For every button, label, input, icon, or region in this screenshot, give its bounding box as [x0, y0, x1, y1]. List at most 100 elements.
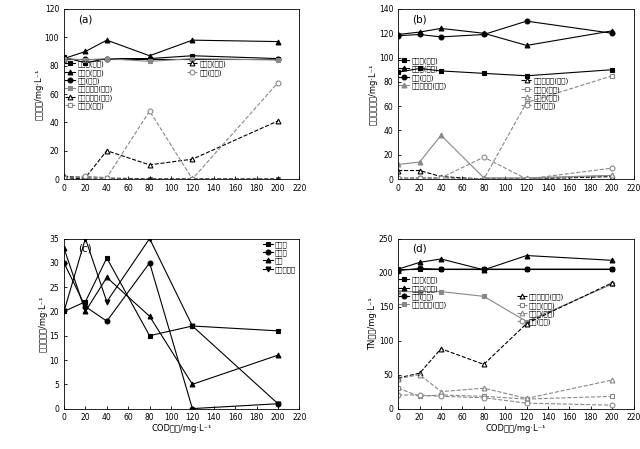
Text: (c): (c): [78, 244, 92, 254]
柠檬酸三钙: [274, 401, 282, 406]
柠檬酸三钙(出水): [437, 174, 445, 179]
柠檬酸三钙(进水): [394, 162, 402, 167]
乙酸钙(进水): [274, 39, 282, 44]
蔗糖(进水): [394, 268, 402, 273]
乙酸钙(出水): [523, 176, 531, 182]
Line: 葡萄糖(进水): 葡萄糖(进水): [396, 66, 614, 78]
Text: (a): (a): [78, 14, 93, 24]
乙酸钙: [60, 260, 68, 265]
柠檬酸三钙(进水): [437, 289, 445, 294]
蔗糖(出水): [437, 175, 445, 180]
葡萄糖(进水): [394, 266, 402, 272]
乙酸钙: [103, 318, 111, 324]
乙酸钙(进水): [394, 266, 402, 272]
乙酸钙(出水): [274, 176, 282, 182]
葡萄糖(出水): [480, 394, 488, 399]
柠檬酸三钙(进水): [416, 159, 424, 165]
蔗糖(出水): [480, 154, 488, 160]
乙酸钙: [146, 260, 154, 265]
柠檬酸三钙(出水): [146, 162, 154, 167]
蔗糖(出水): [394, 175, 402, 180]
柠檬酸三钙: [103, 299, 111, 304]
乙酸钙(出水): [60, 175, 68, 180]
葡萄糖: [146, 333, 154, 339]
葡萄糖(进水): [523, 73, 531, 79]
葡萄糖(出水): [394, 176, 402, 182]
柠檬酸三钙(进水): [394, 289, 402, 294]
蔗糖(出水): [81, 173, 89, 179]
柠檬酸三钙(出水): [189, 157, 196, 162]
葡萄糖(进水): [416, 266, 424, 272]
柠檬酸三钙(出水): [416, 168, 424, 173]
Y-axis label: 亚硕酸盐浓度/mg·L⁻¹: 亚硕酸盐浓度/mg·L⁻¹: [369, 63, 378, 125]
柠檬酸三钙(出水): [103, 148, 111, 154]
Line: 蔗糖(进水): 蔗糖(进水): [396, 266, 614, 273]
乙酸钙(出水): [103, 176, 111, 182]
乙酸钙(出水): [480, 176, 488, 182]
蔗糖(进水): [394, 33, 402, 39]
蔗糖(出水): [609, 165, 616, 171]
柠檬酸三钙(出水): [274, 118, 282, 123]
葡萄糖(出水): [523, 100, 531, 105]
Legend: 葡萄糖, 乙酸钙, 蔗糖, 柠檬酸三钙: 葡萄糖, 乙酸钙, 蔗糖, 柠檬酸三钙: [262, 240, 297, 273]
Line: 乙酸钙(进水): 乙酸钙(进水): [396, 253, 614, 272]
蔗糖(进水): [146, 56, 154, 61]
蔗糖(进水): [480, 32, 488, 37]
蔗糖(出水): [523, 176, 531, 182]
葡萄糖: [60, 309, 68, 314]
柠檬酸三钙(出水): [416, 370, 424, 376]
葡萄糖(进水): [189, 53, 196, 58]
乙酸钙(进水): [609, 258, 616, 263]
乙酸钙(进水): [437, 26, 445, 31]
Legend: 柠檬酸三钙(出水), 葡萄糖(出水), 乙酸钙(出水), 蔗糖(出水): 柠檬酸三钙(出水), 葡萄糖(出水), 乙酸钙(出水), 蔗糖(出水): [516, 293, 565, 326]
柠檬酸三钙(出水): [394, 168, 402, 173]
Line: 柠檬酸三钙(出水): 柠檬酸三钙(出水): [396, 168, 614, 181]
葡萄糖: [274, 328, 282, 334]
乙酸钙(出水): [146, 176, 154, 182]
Line: 葡萄糖(进水): 葡萄糖(进水): [61, 53, 280, 65]
柠檬酸三钙(进水): [189, 56, 196, 61]
蔗糖(进水): [480, 266, 488, 272]
柠檬酸三钙(进水): [523, 319, 531, 324]
蔗糖(出水): [480, 395, 488, 401]
葡萄糖(出水): [103, 175, 111, 180]
Y-axis label: 氨氮浓度/mg·L⁻¹: 氨氮浓度/mg·L⁻¹: [35, 68, 44, 120]
Line: 蔗糖(进水): 蔗糖(进水): [61, 56, 280, 61]
乙酸钙(进水): [523, 43, 531, 48]
Line: 柠檬酸三钙(进水): 柠檬酸三钙(进水): [396, 282, 614, 324]
乙酸钙(进水): [416, 260, 424, 265]
Line: 蔗糖(进水): 蔗糖(进水): [396, 19, 614, 40]
葡萄糖(出水): [274, 176, 282, 182]
葡萄糖: [103, 255, 111, 261]
柠檬酸三钙(出水): [609, 280, 616, 286]
蔗糖(进水): [609, 266, 616, 272]
Line: 乙酸钙(出水): 乙酸钙(出水): [396, 173, 614, 181]
蔗糖(进水): [416, 32, 424, 37]
蔗糖: [60, 246, 68, 251]
蔗糖(进水): [274, 56, 282, 61]
柠檬酸三钙: [146, 236, 154, 241]
乙酸钙(进水): [81, 49, 89, 54]
乙酸钙(进水): [480, 267, 488, 273]
柠檬酸三钙: [189, 323, 196, 329]
乙酸钙(出水): [609, 173, 616, 178]
Line: 葡萄糖: 葡萄糖: [61, 255, 280, 338]
Line: 柠檬酸三钙: 柠檬酸三钙: [61, 236, 280, 406]
蔗糖(进水): [523, 18, 531, 24]
乙酸钙(进水): [394, 32, 402, 37]
Legend: 乙酸钙(出水), 蔗糖(出水): 乙酸钙(出水), 蔗糖(出水): [186, 60, 227, 76]
柠檬酸三钙(进水): [103, 56, 111, 61]
Line: 乙酸钙(出水): 乙酸钙(出水): [396, 372, 614, 401]
柠檬酸三钙: [81, 236, 89, 241]
Line: 柠檬酸三钙(进水): 柠檬酸三钙(进水): [396, 133, 614, 180]
乙酸钙(出水): [416, 372, 424, 377]
乙酸钙(出水): [523, 396, 531, 401]
蔗糖(进水): [103, 56, 111, 61]
柠檬酸三钙(进水): [609, 282, 616, 287]
Line: 葡萄糖(出水): 葡萄糖(出水): [396, 73, 614, 181]
柠檬酸三钙(出水): [609, 174, 616, 179]
葡萄糖(出水): [60, 175, 68, 180]
柠檬酸三钙(出水): [480, 176, 488, 182]
柠檬酸三钙(进水): [274, 57, 282, 63]
Text: (b): (b): [412, 14, 427, 24]
